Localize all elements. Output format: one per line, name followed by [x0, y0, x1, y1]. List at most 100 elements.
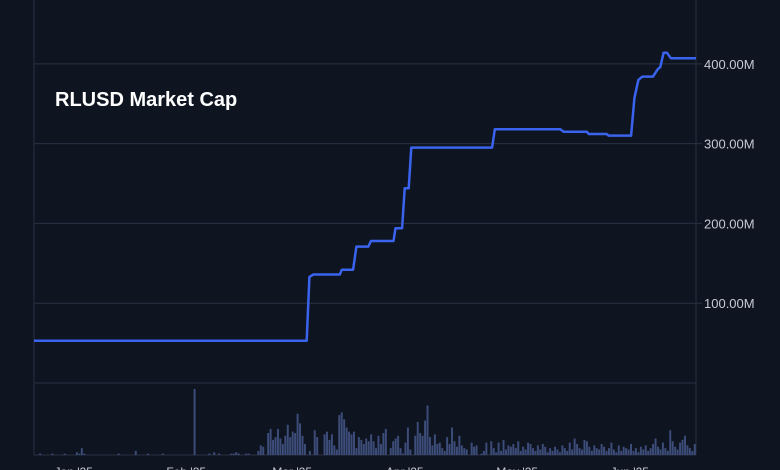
volume-bar — [392, 441, 395, 455]
y-axis-ticks: 100.00M 200.00M 300.00M 400.00M — [704, 57, 755, 311]
volume-bar — [556, 449, 559, 455]
volume-bar — [480, 453, 483, 455]
volume-bar — [637, 452, 640, 455]
volume-bar — [507, 445, 510, 455]
volume-bar — [301, 435, 304, 455]
volume-bar — [460, 445, 463, 455]
volume-bar — [607, 448, 610, 455]
volume-bar — [514, 448, 517, 455]
y-tick-label: 200.00M — [704, 216, 755, 231]
volume-bar — [294, 433, 297, 455]
volume-bar — [269, 428, 272, 455]
volume-bar — [431, 445, 434, 455]
volume-bar — [576, 444, 579, 455]
volume-bar — [536, 445, 539, 455]
volume-bar — [554, 446, 556, 455]
volume-bar — [451, 427, 454, 455]
volume-bar — [365, 438, 368, 455]
x-tick-label: Jan '25 — [55, 465, 94, 470]
volume-bar — [509, 446, 512, 455]
volume-bar — [593, 445, 596, 455]
volume-bar — [80, 448, 83, 455]
volume-bar — [343, 419, 346, 455]
volume-bar — [384, 428, 387, 455]
volume-bar — [330, 434, 333, 455]
volume-bars — [39, 389, 696, 455]
volume-bar — [566, 450, 569, 455]
volume-bar — [490, 441, 493, 455]
volume-bar — [355, 448, 358, 455]
volume-bar — [262, 446, 265, 455]
volume-bar — [276, 428, 279, 455]
volume-bar — [237, 453, 240, 455]
volume-bar — [581, 449, 583, 455]
volume-bar — [208, 453, 211, 455]
volume-bar — [544, 446, 547, 455]
volume-bar — [338, 415, 341, 455]
volume-bar — [585, 441, 588, 455]
y-tick-label: 400.00M — [704, 57, 755, 72]
volume-bar — [485, 442, 488, 455]
volume-bar — [257, 450, 260, 455]
x-tick-label: May '25 — [496, 465, 538, 470]
y-tick-label: 300.00M — [704, 137, 755, 152]
volume-bar — [375, 448, 378, 455]
volume-bar — [409, 449, 412, 455]
volume-bar — [644, 445, 647, 455]
volume-bar — [615, 452, 618, 455]
volume-bar — [78, 453, 81, 455]
volume-bar — [531, 448, 534, 455]
volume-bar — [235, 452, 238, 455]
volume-bar — [541, 444, 544, 455]
volume-bar — [161, 453, 164, 455]
volume-bar — [634, 448, 637, 455]
volume-bar — [568, 442, 571, 455]
volume-bar — [299, 423, 302, 455]
volume-bar — [495, 452, 498, 455]
volume-bar — [603, 446, 606, 455]
volume-bar — [630, 444, 633, 455]
volume-bar — [679, 442, 682, 455]
volume-bar — [259, 445, 262, 455]
volume-bar — [470, 442, 473, 455]
volume-bar — [333, 445, 336, 455]
y-tick-label: 100.00M — [704, 296, 755, 311]
volume-bar — [524, 449, 527, 455]
volume-bar — [617, 445, 620, 455]
volume-bar — [370, 434, 373, 455]
volume-bar — [676, 449, 679, 455]
volume-bar — [595, 448, 598, 455]
volume-bar — [303, 444, 306, 455]
volume-bar — [428, 437, 431, 455]
volume-bar — [340, 412, 343, 455]
volume-bar — [281, 444, 284, 455]
x-axis-ticks: Jan '25 Feb '25 Mar '25 Apr '25 May '25 Jun '… — [55, 465, 650, 470]
volume-bar — [213, 452, 216, 455]
volume-bar — [426, 405, 429, 455]
volume-bar — [350, 434, 353, 455]
volume-bar — [218, 453, 221, 455]
volume-bar — [500, 450, 503, 455]
chart-title: RLUSD Market Cap — [55, 89, 238, 111]
volume-bar — [424, 420, 427, 455]
volume-bar — [455, 446, 458, 455]
volume-bar — [652, 444, 655, 455]
volume-bar — [482, 450, 485, 455]
volume-bar — [465, 449, 468, 455]
volume-bar — [193, 389, 196, 455]
volume-bar — [588, 446, 591, 455]
volume-bar — [539, 449, 542, 455]
volume-bar — [279, 438, 282, 455]
x-tick-label: Feb '25 — [166, 465, 206, 470]
volume-bar — [600, 444, 603, 455]
volume-bar — [458, 435, 461, 455]
volume-bar — [389, 448, 392, 455]
volume-bar — [147, 453, 149, 455]
volume-bar — [578, 448, 581, 455]
market-cap-line — [34, 51, 696, 342]
volume-bar — [517, 441, 520, 455]
volume-bar — [379, 444, 382, 455]
volume-bar — [625, 448, 628, 455]
volume-bar — [620, 450, 623, 455]
